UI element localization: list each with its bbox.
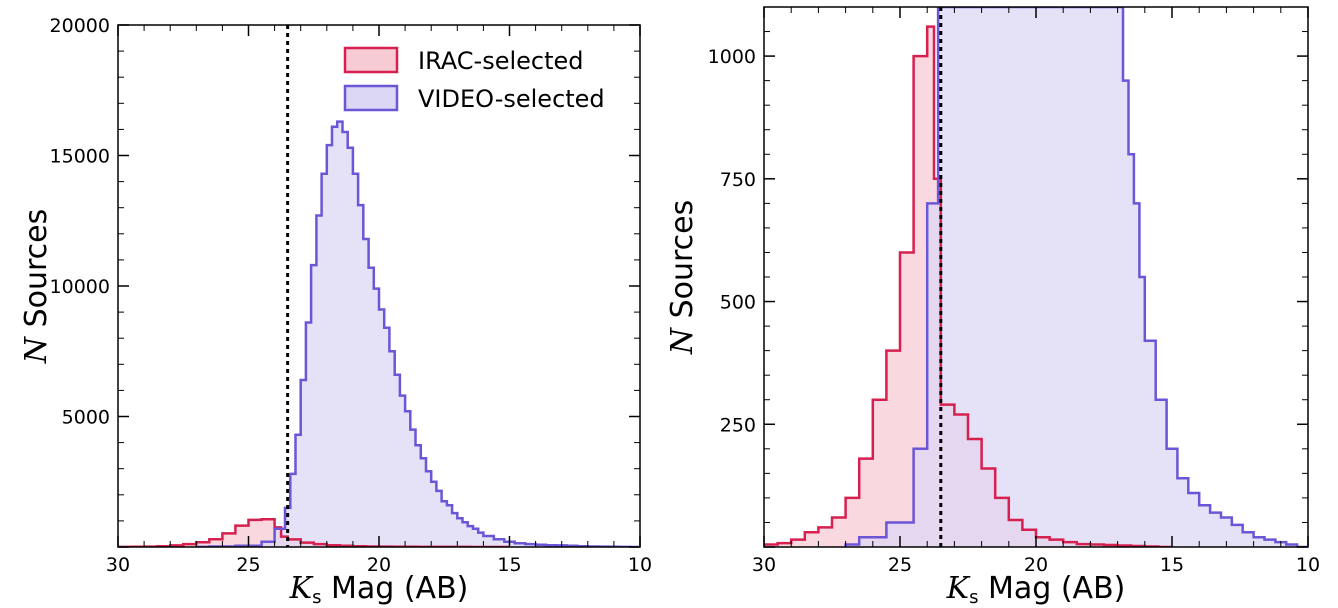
right-y-tick-label: 500	[720, 292, 756, 314]
left-y-tick-label: 10000	[50, 276, 110, 298]
right-panel: 30 25 20 15 10 250 500 750 1000 N Sources Ks Mag…	[665, 6, 1320, 608]
left-x-tick-label: 15	[497, 554, 521, 576]
left-plot-frame	[117, 24, 641, 548]
right-y-tick-label: 250	[720, 414, 756, 436]
left-x-tick-label: 25	[236, 554, 260, 576]
legend-label-irac: IRAC-selected	[418, 47, 584, 75]
left-y-axis-label: N Sources	[19, 209, 54, 364]
right-plot-frame	[763, 6, 1309, 548]
left-x-tick-label: 10	[628, 554, 652, 576]
right-x-tick-label: 30	[752, 554, 776, 576]
left-histograms	[118, 120, 640, 547]
right-irac-selected-histogram-line	[764, 25, 1172, 547]
right-y-axis-label: N Sources	[665, 200, 700, 355]
left-y-tick-label: 15000	[50, 146, 110, 168]
legend: IRAC-selected VIDEO-selected	[343, 46, 605, 113]
left-y-tick-label: 20000	[50, 15, 110, 37]
right-x-tick-label: 25	[888, 554, 912, 576]
right-x-tick-label: 15	[1160, 554, 1184, 576]
left-ticks	[117, 24, 641, 548]
left-x-axis-label: Ks Mag (AB)	[289, 571, 469, 608]
legend-swatch-video	[343, 84, 399, 112]
right-y-tick-label: 750	[720, 169, 756, 191]
left-x-tick-label: 20	[367, 554, 391, 576]
right-video-selected-histogram-fill	[845, 7, 1308, 547]
right-video-selected-histogram-line	[844, 7, 1308, 547]
left-y-tick-label: 5000	[62, 407, 110, 429]
left-tick-labels: 30 25 20 15 10 5000 10000 15000 20000	[50, 15, 653, 576]
left-x-tick-label: 30	[106, 554, 130, 576]
right-tick-labels: 30 25 20 15 10 250 500 750 1000	[708, 46, 1320, 576]
left-panel: 30 25 20 15 10 5000 10000 15000 20000 IRAC-selec…	[19, 15, 652, 608]
right-x-tick-label: 10	[1296, 554, 1320, 576]
left-video-selected-histogram-fill	[196, 121, 640, 547]
legend-swatch-irac	[343, 46, 399, 74]
legend-label-video: VIDEO-selected	[418, 85, 605, 113]
right-x-tick-label: 20	[1024, 554, 1048, 576]
right-x-axis-label: Ks Mag (AB)	[946, 571, 1126, 608]
right-histograms	[764, 7, 1308, 547]
right-y-tick-label: 1000	[708, 46, 756, 68]
